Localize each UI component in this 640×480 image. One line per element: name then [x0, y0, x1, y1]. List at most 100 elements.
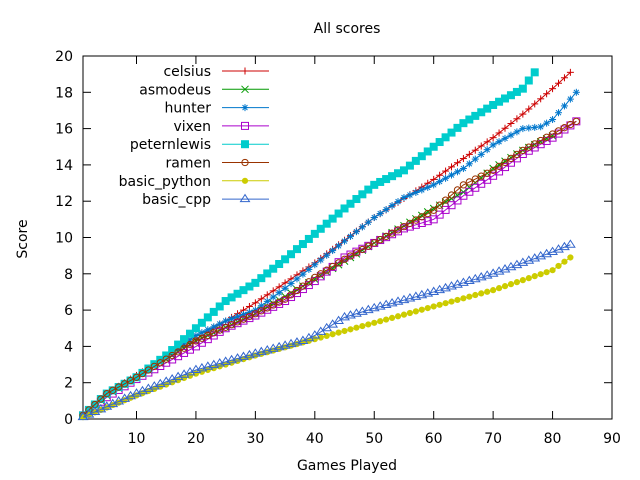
data-point	[471, 175, 479, 183]
data-point	[430, 303, 437, 310]
y-tick-label: 14	[55, 158, 73, 174]
data-point	[542, 133, 551, 141]
data-point	[388, 314, 396, 322]
data-point	[334, 259, 343, 267]
data-point	[507, 131, 515, 139]
data-point	[316, 224, 325, 233]
data-point	[216, 326, 224, 334]
data-point	[241, 104, 249, 112]
legend-label: asmodeus	[139, 82, 211, 98]
data-point	[453, 186, 462, 194]
data-point	[555, 79, 563, 87]
data-point	[109, 386, 117, 394]
data-point	[454, 296, 461, 304]
data-point	[560, 74, 568, 82]
data-point	[448, 298, 455, 305]
data-point	[495, 162, 503, 171]
data-point	[216, 320, 224, 328]
data-point	[180, 344, 188, 352]
data-point	[370, 214, 378, 222]
legend-label: celsius	[163, 64, 211, 80]
data-point	[329, 247, 337, 255]
data-point	[346, 199, 355, 208]
data-point	[519, 277, 526, 284]
data-point	[317, 256, 325, 264]
data-point	[298, 240, 307, 249]
data-point	[210, 323, 218, 331]
data-point	[115, 383, 123, 391]
data-point	[484, 288, 491, 295]
data-point	[411, 156, 420, 165]
data-point	[341, 237, 349, 245]
data-point	[328, 262, 337, 271]
data-point	[537, 123, 545, 131]
data-point	[341, 327, 348, 335]
data-point	[241, 177, 249, 184]
data-point	[566, 120, 575, 129]
data-point	[233, 318, 242, 326]
data-point	[310, 229, 319, 238]
data-point	[430, 181, 438, 189]
data-point	[566, 95, 574, 103]
data-point	[311, 261, 319, 269]
data-point	[323, 251, 331, 259]
data-point	[495, 285, 503, 292]
data-point	[329, 331, 336, 338]
data-point	[197, 318, 206, 327]
data-point	[513, 115, 521, 123]
data-point	[549, 116, 557, 124]
data-point	[120, 380, 129, 388]
data-point	[478, 290, 485, 297]
data-point	[311, 273, 319, 282]
data-point	[423, 217, 432, 226]
data-point	[507, 154, 515, 163]
data-point	[513, 279, 520, 286]
data-point	[507, 120, 515, 128]
data-point	[388, 229, 396, 237]
data-point	[382, 206, 390, 214]
data-point	[204, 326, 212, 334]
data-point	[506, 158, 515, 167]
data-point	[251, 278, 260, 287]
data-point	[472, 291, 479, 299]
data-point	[222, 323, 230, 331]
data-point	[418, 213, 426, 221]
data-point	[465, 150, 473, 158]
data-point	[364, 242, 372, 250]
data-point	[453, 196, 462, 205]
data-point	[97, 395, 105, 403]
data-point	[304, 234, 313, 243]
data-point	[358, 223, 366, 231]
data-point	[555, 109, 563, 117]
data-point	[269, 287, 277, 295]
data-point	[436, 178, 444, 186]
data-point	[423, 147, 432, 156]
data-point	[198, 334, 206, 342]
data-point	[471, 155, 479, 163]
data-point	[530, 68, 539, 77]
data-point	[400, 311, 408, 318]
data-point	[399, 166, 408, 175]
data-point	[554, 127, 563, 135]
data-point	[299, 282, 307, 290]
data-point	[543, 90, 551, 98]
data-point	[442, 300, 449, 307]
data-point	[263, 269, 272, 278]
data-point	[198, 329, 206, 337]
data-point	[441, 133, 450, 142]
y-axis-label: Score	[15, 219, 31, 258]
data-point	[424, 209, 432, 218]
data-point	[406, 309, 414, 317]
data-point	[305, 278, 313, 286]
x-tick-label: 60	[425, 431, 443, 447]
data-point	[489, 141, 497, 149]
y-tick-label: 12	[55, 194, 73, 210]
data-point	[572, 117, 580, 125]
data-point	[543, 269, 550, 276]
data-point	[245, 312, 254, 321]
data-point	[376, 210, 384, 218]
data-point	[228, 315, 236, 323]
data-point	[564, 239, 576, 248]
data-point	[406, 191, 414, 199]
